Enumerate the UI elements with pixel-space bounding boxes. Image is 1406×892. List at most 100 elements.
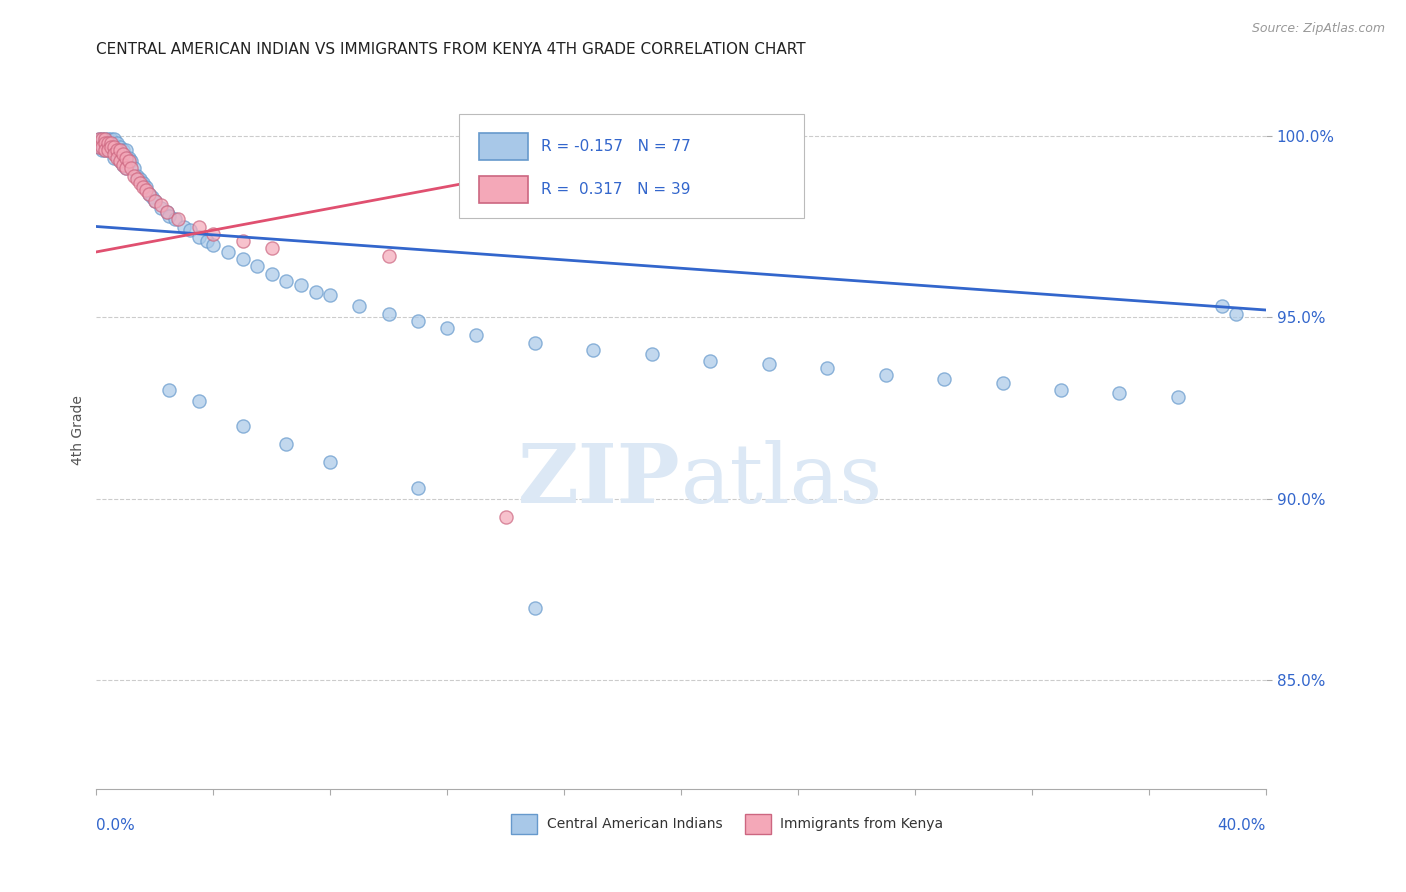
Point (155, 205, 177, 219)
Point (129, 176, 152, 190)
Point (97, 143, 120, 157)
Point (231, 252, 253, 267)
Point (260, 241, 283, 255)
Point (91, 143, 114, 157)
Point (89, 132, 111, 146)
Point (349, 299, 371, 313)
Point (167, 212, 190, 227)
Point (127, 172, 149, 186)
Point (465, 328, 488, 343)
Point (523, 335, 546, 350)
Point (127, 169, 149, 183)
Point (231, 419, 253, 434)
Text: 0.0%: 0.0% (97, 818, 135, 833)
Point (179, 223, 201, 237)
FancyBboxPatch shape (478, 133, 527, 161)
Point (141, 190, 163, 204)
Point (91, 139, 114, 153)
Point (111, 143, 134, 157)
Point (187, 230, 209, 244)
Text: CENTRAL AMERICAN INDIAN VS IMMIGRANTS FROM KENYA 4TH GRADE CORRELATION CHART: CENTRAL AMERICAN INDIAN VS IMMIGRANTS FR… (97, 42, 806, 57)
Point (1225, 307, 1247, 321)
Text: Immigrants from Kenya: Immigrants from Kenya (780, 817, 943, 831)
Point (319, 288, 342, 302)
Point (97, 139, 120, 153)
Point (94, 143, 117, 157)
Text: Source: ZipAtlas.com: Source: ZipAtlas.com (1251, 22, 1385, 36)
Point (217, 244, 239, 259)
Point (103, 132, 125, 146)
Point (120, 154, 142, 169)
Point (89, 139, 111, 153)
FancyBboxPatch shape (745, 814, 770, 834)
Point (495, 509, 517, 524)
Point (108, 154, 131, 169)
Point (991, 376, 1014, 390)
Point (114, 161, 136, 176)
Point (197, 234, 219, 248)
Point (406, 314, 429, 328)
Point (100, 132, 122, 146)
Point (187, 219, 209, 234)
Point (124, 169, 146, 183)
Point (143, 194, 166, 208)
Point (155, 205, 177, 219)
Point (377, 248, 399, 262)
Point (758, 358, 780, 372)
Point (100, 143, 122, 157)
Point (815, 361, 838, 376)
Point (699, 353, 721, 368)
FancyBboxPatch shape (458, 113, 804, 218)
Text: ZIP: ZIP (519, 440, 681, 520)
Point (1108, 386, 1130, 401)
Point (91, 136, 114, 150)
Point (304, 285, 326, 299)
Point (97, 132, 120, 146)
Point (246, 260, 269, 274)
Point (436, 321, 458, 335)
Point (173, 219, 195, 234)
Point (138, 186, 160, 201)
Point (159, 383, 181, 397)
Point (124, 161, 146, 176)
Point (111, 147, 134, 161)
FancyBboxPatch shape (478, 176, 527, 203)
Point (165, 212, 187, 227)
Point (582, 343, 605, 357)
Point (932, 372, 955, 386)
Point (94, 136, 117, 150)
Point (159, 209, 181, 223)
Text: R =  0.317   N = 39: R = 0.317 N = 39 (541, 182, 690, 197)
Point (105, 151, 128, 165)
Text: R = -0.157   N = 77: R = -0.157 N = 77 (541, 139, 690, 154)
Point (100, 139, 122, 153)
Point (135, 183, 157, 197)
Point (132, 179, 155, 194)
Point (143, 194, 166, 208)
Point (100, 136, 122, 150)
Point (875, 368, 897, 383)
Point (149, 202, 172, 216)
Point (91, 132, 114, 146)
Point (135, 179, 157, 194)
Point (114, 151, 136, 165)
Point (377, 307, 399, 321)
Point (523, 600, 546, 615)
Point (103, 139, 125, 153)
Point (94, 132, 117, 146)
Point (105, 143, 128, 157)
Point (114, 143, 136, 157)
Text: 40.0%: 40.0% (1218, 818, 1265, 833)
Point (103, 147, 125, 161)
Point (91, 132, 114, 146)
Point (276, 437, 298, 451)
Point (406, 481, 429, 495)
Point (290, 277, 312, 292)
Point (105, 136, 128, 150)
FancyBboxPatch shape (512, 814, 537, 834)
Point (94, 136, 117, 150)
Point (117, 151, 139, 165)
Point (1167, 390, 1189, 404)
Point (1211, 299, 1233, 313)
Point (111, 158, 134, 172)
